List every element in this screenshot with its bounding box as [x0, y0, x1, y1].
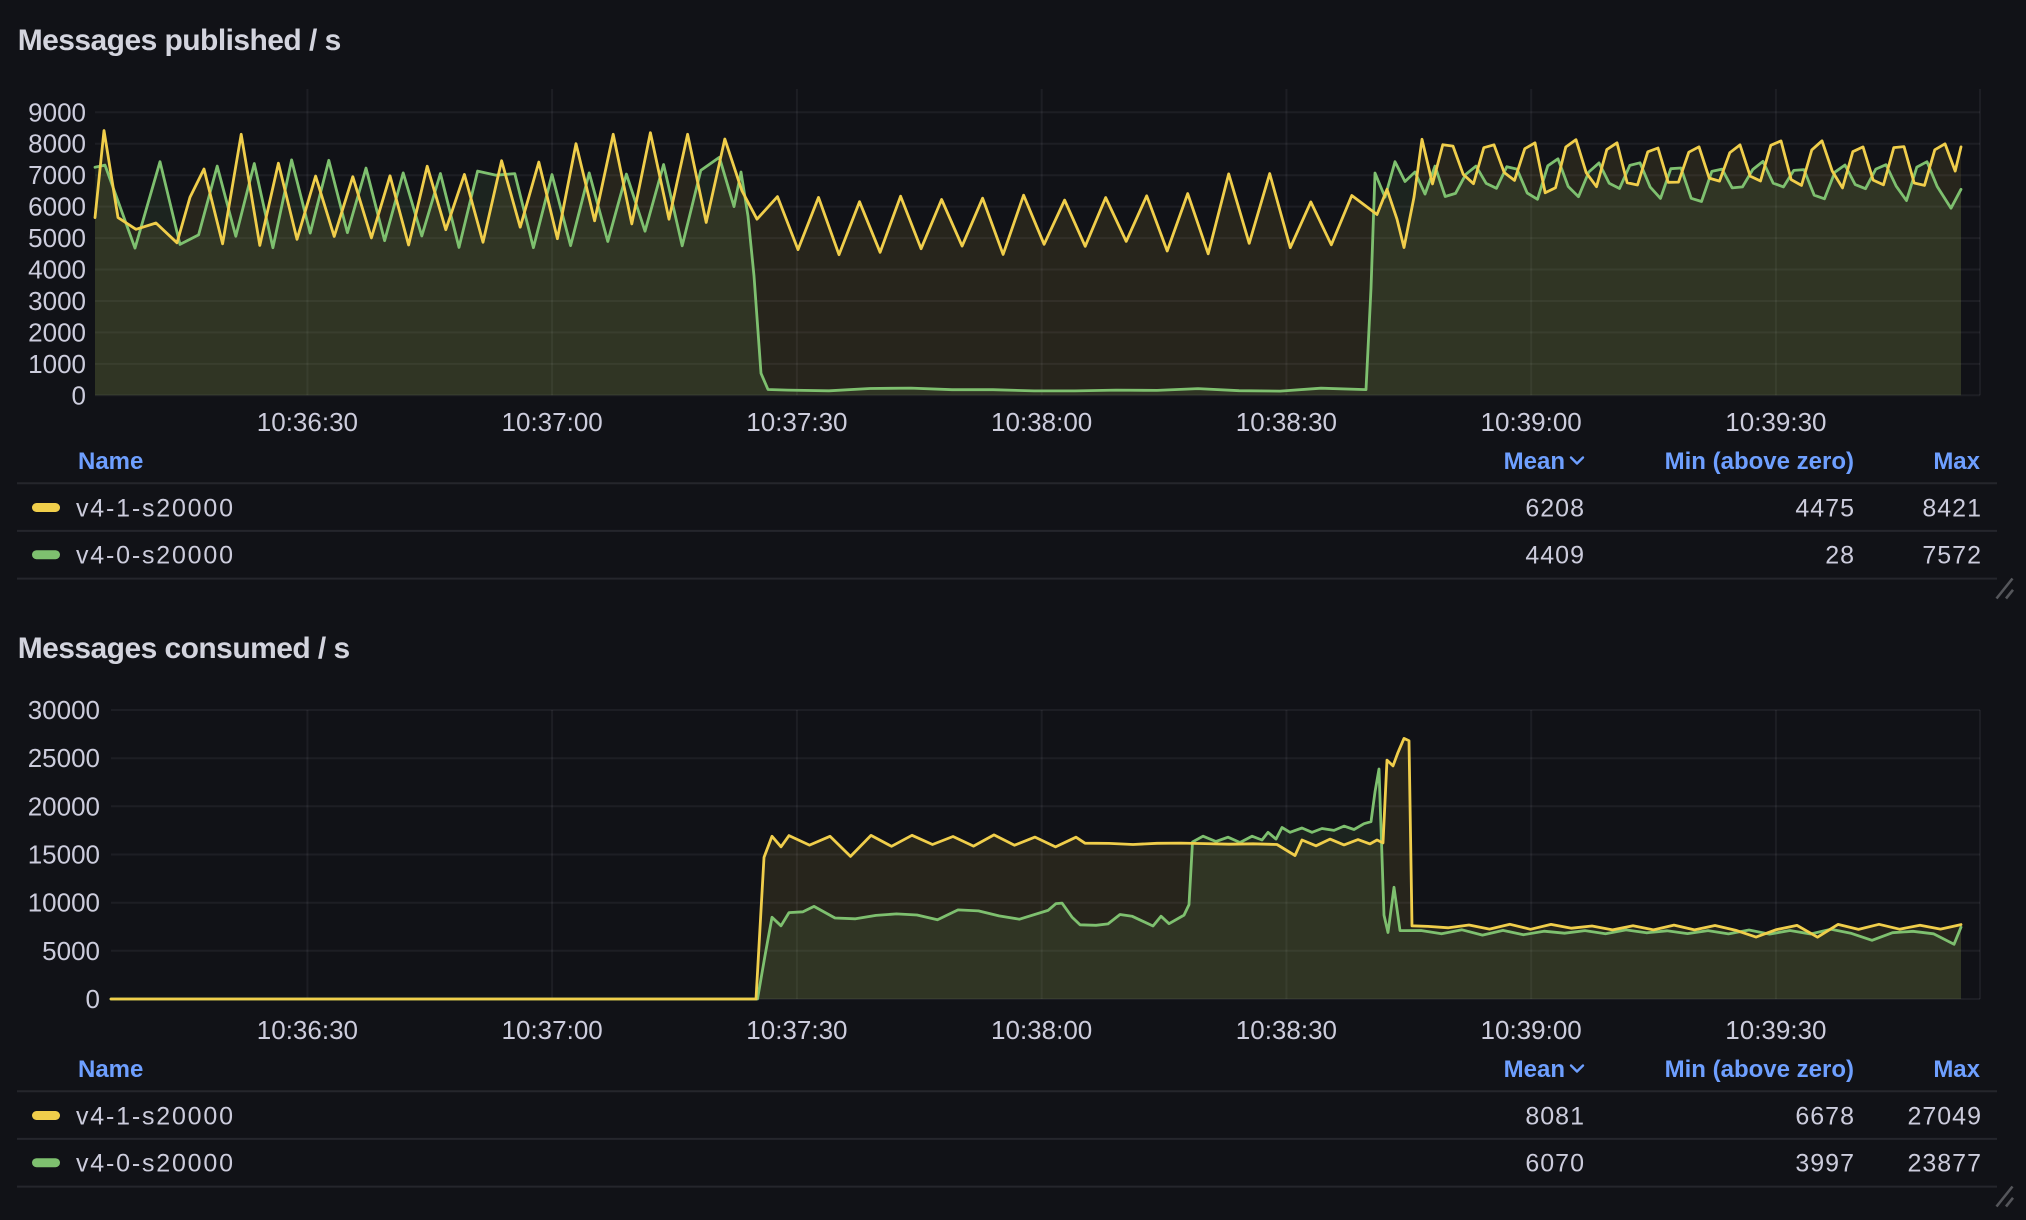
- svg-text:10:38:30: 10:38:30: [1236, 407, 1337, 437]
- svg-text:30000: 30000: [28, 695, 100, 725]
- svg-text:v4-0-s20000: v4-0-s20000: [76, 542, 235, 570]
- svg-text:3000: 3000: [28, 286, 86, 316]
- svg-text:4409: 4409: [1525, 542, 1585, 570]
- svg-text:Mean: Mean: [1504, 1056, 1565, 1083]
- svg-text:0: 0: [86, 984, 100, 1014]
- svg-text:10:37:00: 10:37:00: [502, 407, 603, 437]
- svg-text:6070: 6070: [1525, 1150, 1585, 1178]
- svg-text:20000: 20000: [28, 791, 100, 821]
- svg-text:10:36:30: 10:36:30: [257, 1015, 358, 1045]
- svg-text:10:37:30: 10:37:30: [746, 1015, 847, 1045]
- svg-text:6000: 6000: [28, 192, 86, 222]
- svg-text:1000: 1000: [28, 349, 86, 379]
- svg-text:10:38:30: 10:38:30: [1236, 1015, 1337, 1045]
- svg-text:25000: 25000: [28, 743, 100, 773]
- svg-text:4000: 4000: [28, 255, 86, 285]
- svg-text:10000: 10000: [28, 888, 100, 918]
- svg-text:10:39:30: 10:39:30: [1725, 1015, 1826, 1045]
- svg-text:10:38:00: 10:38:00: [991, 407, 1092, 437]
- svg-text:8081: 8081: [1525, 1102, 1585, 1130]
- svg-text:15000: 15000: [28, 839, 100, 869]
- svg-text:10:39:00: 10:39:00: [1481, 1015, 1582, 1045]
- svg-text:5000: 5000: [28, 223, 86, 253]
- svg-text:10:38:00: 10:38:00: [991, 1015, 1092, 1045]
- svg-text:9000: 9000: [28, 97, 86, 127]
- svg-text:Max: Max: [1933, 1056, 1980, 1083]
- svg-text:4475: 4475: [1795, 494, 1855, 522]
- svg-text:7000: 7000: [28, 160, 86, 190]
- svg-text:Mean: Mean: [1504, 448, 1565, 475]
- svg-text:Min (above zero): Min (above zero): [1665, 1056, 1854, 1083]
- svg-text:2000: 2000: [28, 317, 86, 347]
- svg-text:0: 0: [72, 380, 86, 410]
- svg-text:Name: Name: [78, 448, 143, 475]
- svg-text:6678: 6678: [1795, 1102, 1855, 1130]
- svg-text:v4-1-s20000: v4-1-s20000: [76, 1102, 235, 1130]
- svg-text:Messages consumed / s: Messages consumed / s: [18, 632, 350, 665]
- svg-text:10:37:30: 10:37:30: [746, 407, 847, 437]
- svg-text:8000: 8000: [28, 129, 86, 159]
- svg-text:10:37:00: 10:37:00: [502, 1015, 603, 1045]
- svg-text:6208: 6208: [1525, 494, 1585, 522]
- svg-text:28: 28: [1825, 542, 1855, 570]
- svg-text:10:39:00: 10:39:00: [1481, 407, 1582, 437]
- svg-text:3997: 3997: [1795, 1150, 1855, 1178]
- svg-text:7572: 7572: [1922, 542, 1982, 570]
- svg-text:5000: 5000: [42, 936, 100, 966]
- svg-text:Name: Name: [78, 1056, 143, 1083]
- svg-text:v4-1-s20000: v4-1-s20000: [76, 494, 235, 522]
- svg-text:10:36:30: 10:36:30: [257, 407, 358, 437]
- svg-text:Max: Max: [1933, 448, 1980, 475]
- svg-text:10:39:30: 10:39:30: [1725, 407, 1826, 437]
- svg-text:23877: 23877: [1907, 1150, 1982, 1178]
- svg-text:Min (above zero): Min (above zero): [1665, 448, 1854, 475]
- svg-text:Messages published / s: Messages published / s: [18, 24, 341, 57]
- svg-text:8421: 8421: [1922, 494, 1982, 522]
- svg-text:v4-0-s20000: v4-0-s20000: [76, 1150, 235, 1178]
- svg-text:27049: 27049: [1907, 1102, 1982, 1130]
